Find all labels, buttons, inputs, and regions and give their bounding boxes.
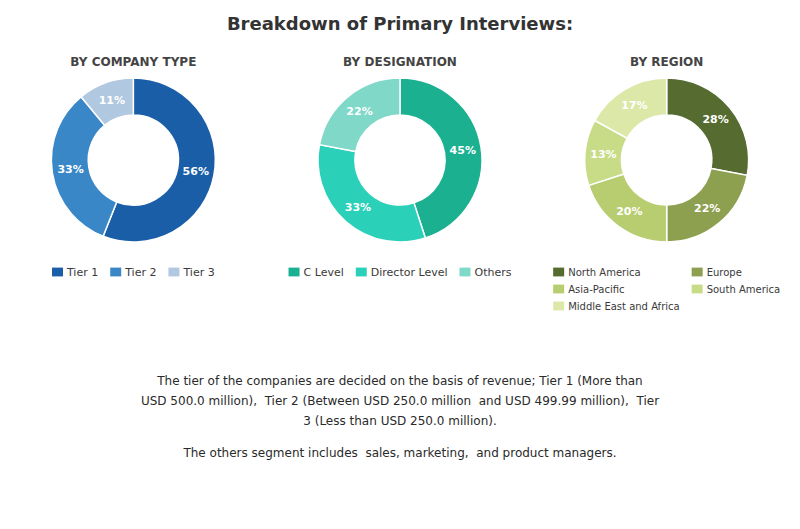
donut-panel: BY COMPANY TYPE56%33%11%Tier 1Tier 2Tier… (51, 55, 215, 279)
data-label: 45% (450, 144, 476, 157)
legend-label: North America (568, 267, 640, 278)
data-label: 33% (57, 163, 83, 176)
donut-panel: BY DESIGNATION 45% 33% 22% C Level Director L… (289, 55, 512, 279)
slice (81, 78, 133, 125)
legend-item: Tier 1 (52, 266, 98, 279)
data-label: 20% (616, 205, 642, 218)
title: Breakdown of Primary Interviews: (227, 13, 573, 34)
footnote: The tier of the companies are decided on… (141, 374, 659, 428)
slices (585, 78, 749, 242)
slice (595, 78, 667, 138)
legend-item: South America (692, 284, 781, 295)
chart-root: Breakdown of Primary Interviews: BY COMPA… (0, 0, 800, 529)
donut-panel: BY REGION 28% 22% 20% 13% 17% North America Eur… (553, 55, 780, 312)
legend-swatch (459, 268, 470, 277)
subtitle: BY DESIGNATION (343, 55, 457, 69)
legend-item: Europe (692, 267, 742, 278)
legend-item: North America (553, 267, 640, 278)
slices (51, 78, 215, 242)
legend-swatch (110, 268, 121, 277)
legend-item: Tier 3 (168, 266, 214, 279)
data-label: 22% (346, 105, 372, 118)
data-label: 11% (99, 94, 125, 107)
slice (318, 145, 425, 242)
legend-label: Tier 2 (124, 266, 156, 279)
legend-item: Director Level (356, 266, 448, 279)
footnote: The others segment includes sales, marke… (182, 446, 616, 460)
legend-swatch (356, 268, 367, 277)
legend-label: Asia-Pacific (568, 284, 624, 295)
legend-item: Middle East and Africa (553, 301, 679, 312)
legend-label: Europe (707, 267, 742, 278)
subtitle: BY REGION (630, 55, 703, 69)
legend-item: C Level (289, 266, 344, 279)
legend-item: Others (459, 266, 511, 279)
slice (667, 168, 748, 242)
data-labels: 45% 33% 22% (345, 105, 476, 215)
legend-item: Asia-Pacific (553, 284, 624, 295)
legend-swatch (553, 268, 564, 277)
legend-label: C Level (304, 266, 344, 279)
data-label: 22% (694, 202, 720, 215)
legend-swatch (289, 268, 300, 277)
legend: Tier 1 Tier 2 Tier 3 (52, 266, 215, 279)
data-label: 56% (183, 165, 209, 178)
legend: North America Europe Asia-Pacific South Ame… (553, 267, 780, 312)
subtitle: BY COMPANY TYPE (70, 55, 196, 69)
data-label: 17% (621, 99, 647, 112)
legend-swatch (52, 268, 63, 277)
slice (319, 78, 400, 152)
data-label: 33% (345, 201, 371, 214)
legend-label: South America (707, 284, 781, 295)
legend-label: Middle East and Africa (568, 301, 679, 312)
legend-swatch (692, 285, 703, 294)
data-label: 13% (590, 148, 616, 161)
legend-swatch (692, 268, 703, 277)
legend-item: Tier 2 (110, 266, 156, 279)
data-labels: 56% 33% 11% (57, 94, 209, 179)
slice (589, 174, 667, 242)
legend-swatch (553, 285, 564, 294)
legend-swatch (168, 268, 179, 277)
legend-label: Director Level (371, 266, 448, 279)
legend-swatch (553, 302, 564, 311)
legend-label: Tier 1 (66, 266, 98, 279)
legend-label: Tier 3 (182, 266, 214, 279)
data-labels: 28% 22% 20% 13% 17% (590, 99, 729, 218)
slice (667, 78, 749, 175)
legend-label: Others (474, 266, 511, 279)
legend: C Level Director Level Others (289, 266, 512, 279)
data-label: 28% (702, 113, 728, 126)
slices (318, 78, 482, 242)
